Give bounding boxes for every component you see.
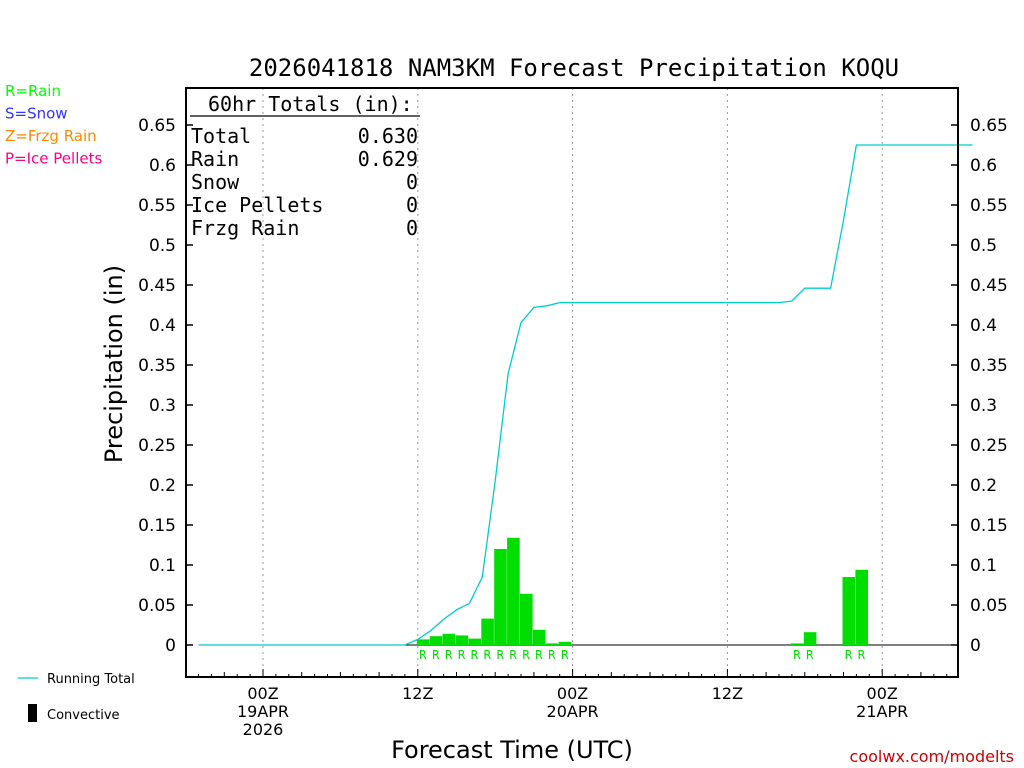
precip-type-marker: R	[445, 648, 453, 662]
x-tick-label: 12Z	[712, 684, 743, 703]
rain-bar	[468, 638, 481, 645]
rain-bar	[455, 635, 469, 645]
precip-type-marker: R	[535, 648, 543, 662]
y-tick-label-left: 0.1	[149, 556, 176, 576]
totals-row-value: 0	[406, 193, 418, 217]
rain-bar	[842, 577, 856, 645]
legend-running-total-label: Running Total	[47, 672, 135, 687]
x-axis-label: Forecast Time (UTC)	[391, 736, 633, 764]
bottom-legend: Running Total Convective	[18, 672, 135, 723]
y-tick-label-left: 0.05	[138, 596, 176, 616]
totals-header: 60hr Totals (in):	[208, 92, 413, 116]
y-tick-label-left: 0.55	[138, 196, 176, 216]
legend-type-entry: P=Ice Pellets	[5, 150, 102, 168]
y-tick-label-left: 0.65	[138, 116, 176, 136]
rain-bar	[558, 641, 572, 645]
rain-bar	[442, 633, 456, 645]
y-tick-label-left: 0.3	[149, 396, 176, 416]
y-tick-label-left: 0.15	[138, 516, 176, 536]
y-tick-label-left: 0.35	[138, 356, 176, 376]
rain-bar	[416, 639, 430, 645]
y-tick-label-left: 0	[165, 636, 176, 656]
x-tick-label: 2026	[243, 720, 284, 739]
y-tick-label-right: 0.45	[970, 276, 1008, 296]
y-axis-label: Precipitation (in)	[100, 265, 128, 463]
precip-type-marker: R	[845, 648, 853, 662]
precip-type-marker: R	[548, 648, 556, 662]
x-tick-label: 19APR	[237, 702, 289, 721]
y-tick-label-left: 0.45	[138, 276, 176, 296]
y-tick-label-right: 0	[970, 636, 981, 656]
rain-bar	[481, 618, 494, 645]
legend-type-entry: R=Rain	[5, 82, 61, 100]
precip-type-legend: R=Rain S=Snow Z=Frzg Rain P=Ice Pellets	[5, 82, 102, 168]
totals-row-label: Total	[191, 124, 251, 148]
totals-row-value: 0.629	[358, 147, 418, 171]
y-tick-label-right: 0.4	[970, 316, 997, 336]
legend-convective-swatch	[28, 704, 37, 722]
legend-convective-label: Convective	[47, 708, 120, 723]
x-tick-label: 12Z	[402, 684, 433, 703]
y-tick-label-left: 0.5	[149, 236, 176, 256]
x-tick-label: 21APR	[856, 702, 908, 721]
y-tick-label-left: 0.4	[149, 316, 176, 336]
y-tick-label-right: 0.3	[970, 396, 997, 416]
plot-frame	[185, 87, 959, 678]
precip-type-marker: R	[471, 648, 479, 662]
y-tick-label-right: 0.6	[970, 156, 997, 176]
y-tick-label-left: 0.6	[149, 156, 176, 176]
x-tick-label: 00Z	[557, 684, 588, 703]
y-tick-label-right: 0.25	[970, 436, 1008, 456]
precip-type-marker: R	[484, 648, 492, 662]
rain-bar	[532, 629, 546, 645]
precip-type-marker: R	[858, 648, 866, 662]
totals-row-value: 0	[406, 216, 418, 240]
rain-bar	[545, 643, 559, 645]
y-tick-label-right: 0.35	[970, 356, 1008, 376]
y-tick-label-left: 0.25	[138, 436, 176, 456]
rain-bar	[494, 549, 507, 645]
totals-row-value: 0	[406, 170, 418, 194]
y-tick-label-right: 0.5	[970, 236, 997, 256]
plot-background	[186, 88, 958, 677]
rain-bar	[507, 537, 520, 645]
running-total-line	[198, 144, 973, 646]
precip-type-marker: R	[432, 648, 440, 662]
rain-bar	[855, 569, 868, 645]
precip-type-marker: R	[458, 648, 466, 662]
totals-row-label: Rain	[191, 147, 239, 171]
rain-bar	[429, 636, 443, 645]
precip-type-marker: R	[522, 648, 530, 662]
totals-row-label: Snow	[191, 170, 240, 194]
y-tick-label-left: 0.2	[149, 476, 176, 496]
precip-type-marker: R	[561, 648, 569, 662]
y-tick-label-right: 0.65	[970, 116, 1008, 136]
x-tick-label: 00Z	[247, 684, 278, 703]
x-tick-label: 20APR	[547, 702, 599, 721]
precip-type-marker: R	[793, 648, 801, 662]
precip-type-marker: R	[806, 648, 814, 662]
totals-row-label: Frzg Rain	[191, 216, 299, 240]
totals-row-value: 0.630	[358, 124, 418, 148]
legend-type-entry: Z=Frzg Rain	[5, 127, 97, 145]
rain-bar	[803, 632, 817, 645]
legend-type-entry: S=Snow	[5, 105, 68, 123]
x-tick-label: 00Z	[867, 684, 898, 703]
precip-type-marker: R	[419, 648, 427, 662]
rain-bar	[790, 643, 804, 645]
chart-title: 2026041818 NAM3KM Forecast Precipitation…	[249, 54, 899, 82]
rain-bar	[520, 593, 533, 645]
y-tick-label-right: 0.2	[970, 476, 997, 496]
precip-type-marker: R	[497, 648, 505, 662]
totals-box: 60hr Totals (in): Total 0.630 Rain 0.629 Snow…	[190, 92, 420, 240]
y-tick-label-right: 0.1	[970, 556, 997, 576]
y-tick-label-right: 0.15	[970, 516, 1008, 536]
y-tick-label-right: 0.55	[970, 196, 1008, 216]
y-tick-label-right: 0.05	[970, 596, 1008, 616]
credit-text: coolwx.com/modelts	[850, 747, 1014, 766]
totals-row-label: Ice Pellets	[191, 193, 323, 217]
plot-area: R R R R R R R R R R R R R R R R0 00.05 0.050.1 0.10.15 0.15…	[138, 87, 1008, 739]
precip-type-marker: R	[509, 648, 517, 662]
